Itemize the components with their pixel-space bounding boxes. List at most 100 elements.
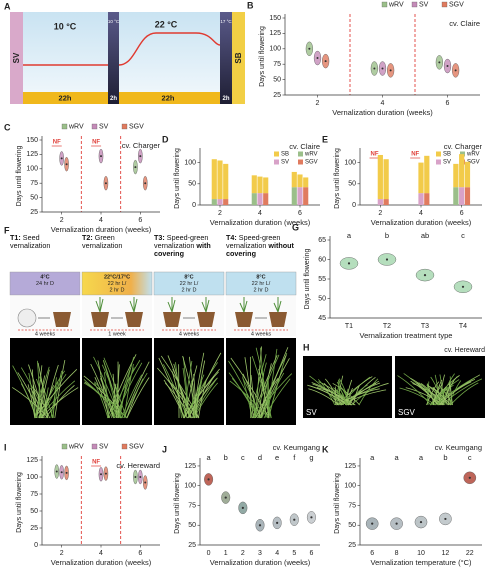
bar-segment xyxy=(453,164,458,187)
median xyxy=(134,166,136,168)
significance-letter: a xyxy=(206,453,211,462)
x-tick-label: 22 xyxy=(466,550,474,557)
median xyxy=(242,507,244,509)
photo-label: SV xyxy=(306,408,317,417)
median xyxy=(348,262,350,264)
nf-label: NF xyxy=(92,140,100,146)
legend-label: SGV xyxy=(449,1,464,8)
legend-swatch xyxy=(92,124,97,129)
legend-swatch xyxy=(274,152,279,157)
legend-swatch xyxy=(436,160,441,165)
median xyxy=(382,68,384,70)
x-axis-label: Vernalization treatment type xyxy=(360,331,453,340)
x-tick-label: 4 xyxy=(381,100,385,107)
subtitle: cv. Charger xyxy=(122,141,161,150)
y-tick-label: 50 xyxy=(188,181,196,188)
dark-period xyxy=(220,12,232,104)
legend-label: SGV xyxy=(129,443,144,450)
panel-label: I xyxy=(4,442,7,452)
duration-label: 2h xyxy=(222,96,229,102)
nf-label: NF xyxy=(371,152,379,158)
temperature-label: 10 °C xyxy=(54,21,77,31)
condition-text: 24 hr D xyxy=(36,281,54,287)
median xyxy=(134,476,136,478)
median xyxy=(396,523,398,525)
median xyxy=(144,481,146,483)
legend-label: wRV xyxy=(388,1,404,8)
panel-label: B xyxy=(247,0,254,10)
y-axis-label: Days until flowering xyxy=(334,148,341,209)
y-tick-label: 100 xyxy=(269,46,281,53)
bar-segment xyxy=(257,177,262,194)
legend-label: SV xyxy=(443,160,451,166)
significance-letter: a xyxy=(347,231,352,240)
median xyxy=(310,516,312,518)
significance-letter: g xyxy=(309,453,313,462)
duration-label: 22h xyxy=(162,93,175,102)
legend-swatch xyxy=(412,2,417,7)
x-tick-label: 4 xyxy=(99,550,103,557)
treatment-title-text: T2: Green vernalization xyxy=(82,234,152,250)
significance-letter: e xyxy=(275,453,279,462)
x-tick-label: 6 xyxy=(298,210,302,217)
nf-label: NF xyxy=(411,152,419,158)
treatment-title: T4: Speed-green vernalization without co… xyxy=(226,234,296,272)
y-tick-label: 55 xyxy=(318,276,326,283)
x-tick-label: 6 xyxy=(460,210,464,217)
y-axis-label: Days until flowering xyxy=(174,473,181,534)
x-tick-label: 4 xyxy=(275,550,279,557)
subtitle: cv. Claire xyxy=(289,142,320,151)
y-tick-label: 100 xyxy=(184,159,196,166)
x-tick-label: 5 xyxy=(292,550,296,557)
legend-label: SGV xyxy=(305,160,318,166)
median xyxy=(317,57,319,59)
median xyxy=(61,471,63,473)
bar-segment xyxy=(378,199,383,205)
significance-letter: b xyxy=(443,453,447,462)
y-tick-label: 75 xyxy=(348,502,356,509)
treatment-title-text: T1: Seed vernalization xyxy=(10,234,80,250)
x-tick-label: 4 xyxy=(258,210,262,217)
bar-segment xyxy=(292,172,297,187)
legend-label: SV xyxy=(99,443,109,450)
condition-text: 4°C xyxy=(40,274,49,280)
pot xyxy=(125,312,143,327)
y-tick-label: 75 xyxy=(30,180,38,187)
bar-segment xyxy=(217,199,222,205)
x-tick-label: 2 xyxy=(241,550,245,557)
y-tick-label: 100 xyxy=(344,483,356,490)
x-axis-label: Vernalization duration (weeks) xyxy=(210,558,311,567)
x-tick-label: 4 xyxy=(99,217,103,224)
significance-letter: ab xyxy=(421,231,429,240)
y-tick-label: 100 xyxy=(344,159,356,166)
legend-label: wRV xyxy=(304,152,318,158)
panel-label: C xyxy=(4,122,11,132)
axes xyxy=(360,458,482,545)
y-tick-label: 25 xyxy=(30,209,38,216)
significance-letter: a xyxy=(395,453,400,462)
bar-segment xyxy=(424,193,429,205)
median xyxy=(100,155,102,157)
y-tick-label: 50 xyxy=(188,522,196,529)
y-tick-label: 25 xyxy=(188,542,196,549)
y-tick-label: 50 xyxy=(30,194,38,201)
panel-label: D xyxy=(162,134,169,144)
duration-label: 4 weeks xyxy=(179,331,199,337)
x-tick-label: 1 xyxy=(224,550,228,557)
legend-label: SV xyxy=(281,160,289,166)
median xyxy=(386,258,388,260)
median xyxy=(61,157,63,159)
x-tick-label: 6 xyxy=(309,550,313,557)
pot xyxy=(163,312,181,327)
y-tick-label: 50 xyxy=(348,181,356,188)
y-tick-label: 25 xyxy=(348,542,356,549)
significance-letter: d xyxy=(258,453,262,462)
temperature-label: 22 °C xyxy=(155,19,178,29)
x-tick-label: 0 xyxy=(207,550,211,557)
y-axis-label: Days until flowering xyxy=(304,249,311,310)
y-tick-label: 100 xyxy=(26,166,38,173)
significance-letter: b xyxy=(224,453,228,462)
bar-segment xyxy=(384,199,389,205)
legend-swatch xyxy=(62,124,67,129)
significance-letter: c xyxy=(241,453,245,462)
